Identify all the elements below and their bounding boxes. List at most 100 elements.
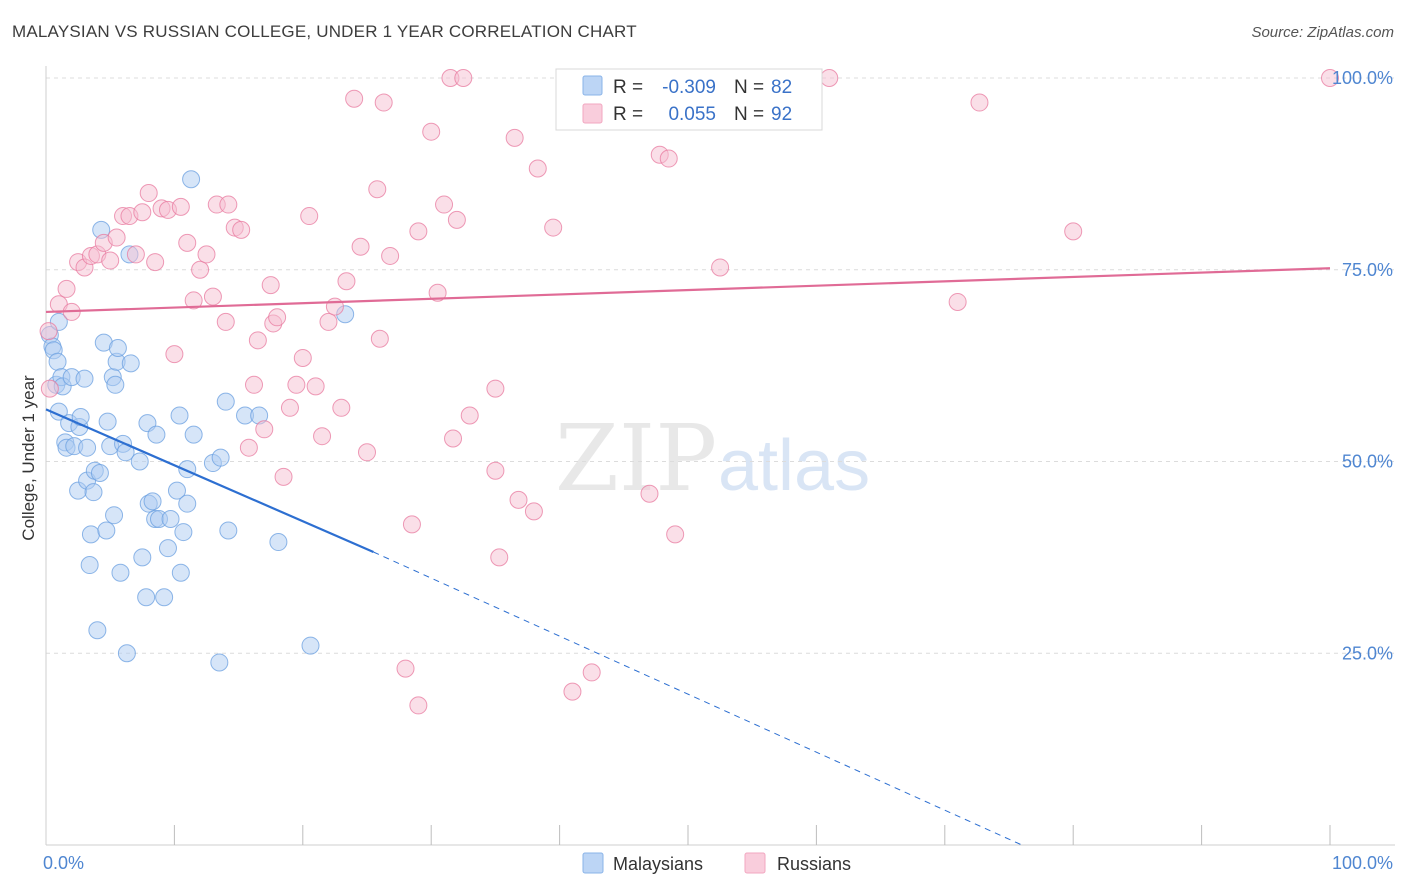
data-point-russians <box>563 682 582 701</box>
y-tick-label: 100.0% <box>1332 68 1393 88</box>
data-point-russians <box>107 228 126 247</box>
data-point-russians <box>582 663 601 682</box>
data-point-russians <box>126 245 145 264</box>
malaysians-n-value: 82 <box>771 77 792 98</box>
data-point-russians <box>268 308 287 327</box>
data-point-malaysians <box>88 621 107 640</box>
axes <box>45 66 1395 846</box>
data-point-russians <box>486 379 505 398</box>
data-point-russians <box>239 438 258 457</box>
data-point-russians <box>528 159 547 178</box>
data-point-russians <box>139 184 158 203</box>
data-point-malaysians <box>216 392 235 411</box>
data-point-russians <box>287 375 306 394</box>
data-point-russians <box>544 218 563 237</box>
data-point-malaysians <box>133 548 152 567</box>
data-point-malaysians <box>155 588 174 607</box>
data-point-malaysians <box>121 354 140 373</box>
data-point-russians <box>490 548 509 567</box>
series-malaysians <box>40 170 355 672</box>
data-point-malaysians <box>97 521 116 540</box>
data-point-russians <box>345 89 364 108</box>
data-point-russians <box>146 253 165 272</box>
data-point-russians <box>970 93 989 112</box>
y-tick-label: 25.0% <box>1342 643 1393 663</box>
data-point-malaysians <box>78 438 97 457</box>
data-point-russians <box>57 279 76 298</box>
data-point-russians <box>666 525 685 544</box>
data-point-russians <box>203 287 222 306</box>
malaysians-r-value: -0.309 <box>662 77 716 98</box>
watermark-atlas: atlas <box>718 426 870 506</box>
data-point-malaysians <box>137 588 156 607</box>
series-russians <box>39 69 1339 715</box>
data-point-malaysians <box>143 492 162 511</box>
malaysians-r-label: R = <box>613 77 643 98</box>
data-point-russians <box>447 210 466 229</box>
data-point-russians <box>219 195 238 214</box>
legend-malaysians-label: Malaysians <box>613 854 703 874</box>
data-point-russians <box>381 246 400 265</box>
data-point-russians <box>184 291 203 310</box>
data-point-malaysians <box>117 644 136 663</box>
y-tick-label: 75.0% <box>1342 260 1393 280</box>
trend-line-malaysians <box>45 408 374 554</box>
data-point-russians <box>820 69 839 87</box>
points-layer <box>39 69 1339 715</box>
data-point-russians <box>460 406 479 425</box>
data-point-russians <box>659 149 678 168</box>
data-point-russians <box>505 128 524 147</box>
data-point-malaysians <box>178 494 197 513</box>
data-point-russians <box>422 122 441 141</box>
data-point-malaysians <box>269 533 288 552</box>
russians-r-label: R = <box>613 104 643 125</box>
data-point-malaysians <box>98 412 117 431</box>
data-point-russians <box>486 461 505 480</box>
data-point-malaysians <box>48 352 67 371</box>
data-point-malaysians <box>75 369 94 388</box>
chart-title: MALAYSIAN VS RUSSIAN COLLEGE, UNDER 1 YE… <box>12 22 637 41</box>
russians-swatch <box>582 103 603 124</box>
data-point-russians <box>171 197 190 216</box>
trend-lines <box>45 267 1331 846</box>
data-point-russians <box>165 345 184 364</box>
data-point-russians <box>191 260 210 279</box>
data-point-russians <box>40 379 59 398</box>
y-axis-label: College, Under 1 year <box>19 375 38 541</box>
data-point-russians <box>306 377 325 396</box>
source-label: Source: ZipAtlas.com <box>1251 24 1394 41</box>
data-point-russians <box>216 312 235 331</box>
data-point-malaysians <box>184 425 203 444</box>
data-point-russians <box>274 467 293 486</box>
data-point-russians <box>101 251 120 270</box>
russians-n-value: 92 <box>771 104 792 125</box>
data-point-malaysians <box>211 448 230 467</box>
data-point-russians <box>435 195 454 214</box>
data-point-russians <box>178 233 197 252</box>
trend-line-russians <box>45 267 1331 314</box>
data-point-russians <box>133 203 152 222</box>
data-point-malaysians <box>111 563 130 582</box>
data-point-russians <box>409 222 428 241</box>
data-point-russians <box>428 283 447 302</box>
data-point-russians <box>368 180 387 199</box>
data-point-russians <box>248 331 267 350</box>
series-legend: Malaysians Russians <box>582 852 851 874</box>
legend-russians-swatch <box>744 852 766 874</box>
stats-legend: R = -0.309 N = 82 R = 0.055 N = 92 <box>555 68 823 131</box>
data-point-russians <box>444 429 463 448</box>
data-point-russians <box>711 258 730 277</box>
data-point-russians <box>509 490 528 509</box>
trend-line-extension-malaysians <box>373 551 1023 846</box>
data-point-malaysians <box>81 525 100 544</box>
data-point-russians <box>325 297 344 316</box>
data-point-russians <box>370 329 389 348</box>
data-point-malaysians <box>80 556 99 575</box>
data-point-malaysians <box>219 521 238 540</box>
data-point-malaysians <box>167 481 186 500</box>
x-tick-label: 0.0% <box>43 853 84 873</box>
data-point-russians <box>313 427 332 446</box>
y-tick-label: 50.0% <box>1342 452 1393 472</box>
data-point-russians <box>396 659 415 678</box>
